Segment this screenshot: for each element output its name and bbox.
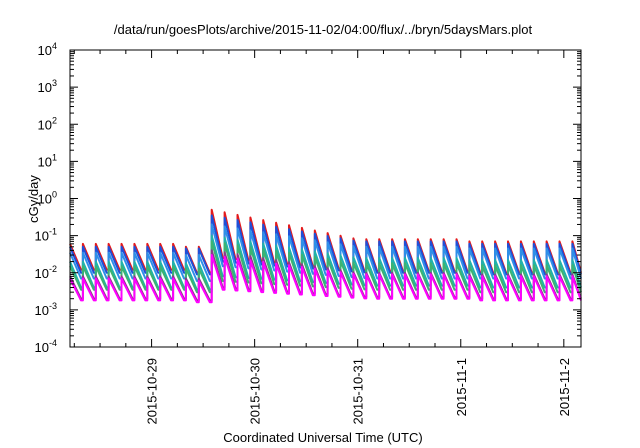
plot-frame <box>69 49 582 348</box>
chart-title: /data/run/goesPlots/archive/2015-11-02/0… <box>114 22 533 37</box>
x-tick-label: 2015-10-30 <box>248 358 263 425</box>
x-tick-label: 2015-10-31 <box>351 358 366 425</box>
x-tick-label: 2015-11-2 <box>557 358 572 416</box>
y-ticks: 10-4 10-3 10-2 10-1 100 101 102 103 104 <box>35 41 581 355</box>
y-tick-label: 101 <box>38 152 57 169</box>
y-tick-label: 102 <box>38 115 57 132</box>
y-tick-label: 10-1 <box>35 227 57 244</box>
y-tick-label: 104 <box>38 41 57 58</box>
series-line <box>69 254 582 304</box>
y-tick-label: 10-2 <box>35 264 57 281</box>
y-tick-label: 10-4 <box>35 338 57 355</box>
series-layer <box>69 208 582 304</box>
x-ticks: 2015-10-29 2015-10-30 2015-10-31 2015-11-1 2… <box>73 50 572 425</box>
x-tick-label: 2015-11-1 <box>454 358 469 416</box>
x-tick-label: 2015-10-29 <box>145 358 160 425</box>
y-tick-label: 10-3 <box>35 301 57 318</box>
y-tick-label: 103 <box>38 78 57 95</box>
y-tick-label: 100 <box>38 190 57 207</box>
y-axis-label: cGy/day <box>26 175 41 223</box>
x-axis-label: Coordinated Universal Time (UTC) <box>223 430 422 445</box>
